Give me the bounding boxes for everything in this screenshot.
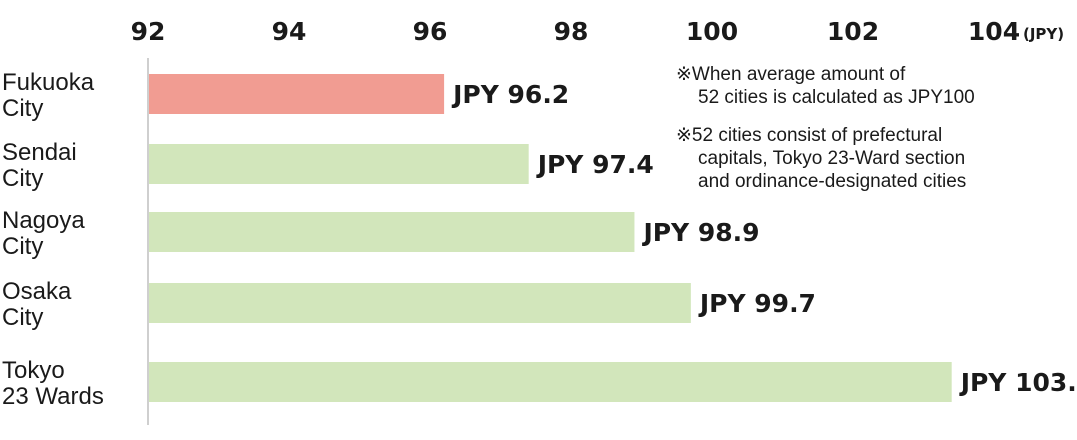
category-label: Tokyo 23 Wards (2, 357, 104, 410)
bar (149, 212, 635, 252)
category-label-line: City (2, 165, 43, 192)
x-tick-label: 94 (272, 17, 307, 46)
data-label: JPY 97.4 (536, 150, 654, 179)
data-label: JPY 99.7 (698, 289, 816, 318)
data-label: JPY 103.4 (959, 368, 1077, 397)
note-line: ※When average amount of (676, 64, 906, 85)
category-label-line: Tokyo (2, 357, 65, 384)
category-label-line: City (2, 233, 43, 260)
data-label: JPY 96.2 (451, 80, 569, 109)
data-label: JPY 98.9 (641, 218, 759, 247)
notes: ※When average amount of 52 cities is calc… (676, 64, 975, 192)
bars (149, 74, 952, 402)
x-tick-label: 96 (413, 17, 448, 46)
x-tick-label: 98 (554, 17, 589, 46)
category-label-line: Osaka (2, 278, 72, 305)
category-label: Fukuoka City (2, 69, 95, 122)
data-labels: JPY 96.2 JPY 97.4 JPY 98.9 JPY 99.7 JPY 103.… (451, 80, 1077, 397)
note: ※52 cities consist of prefectural capital… (676, 125, 966, 192)
x-axis-unit-label: (JPY) (1023, 25, 1064, 43)
category-label-line: Sendai (2, 139, 77, 166)
bar (149, 283, 691, 323)
category-label: Nagoya City (2, 207, 85, 260)
note: ※When average amount of 52 cities is calc… (676, 64, 975, 108)
x-tick-label: 100 (686, 17, 738, 46)
category-label-line: City (2, 304, 43, 331)
category-label: Sendai City (2, 139, 77, 192)
x-axis-ticks: 92 94 96 98 100 102 104 (131, 17, 1020, 46)
category-label-line: City (2, 95, 43, 122)
category-label-line: Fukuoka (2, 69, 95, 96)
x-tick-label: 102 (827, 17, 879, 46)
x-tick-label: 104 (968, 17, 1020, 46)
note-line: capitals, Tokyo 23-Ward section (698, 148, 965, 169)
note-line: 52 cities is calculated as JPY100 (698, 87, 975, 108)
category-label-line: 23 Wards (2, 383, 104, 410)
category-label: Osaka City (2, 278, 72, 331)
bar (149, 74, 445, 114)
note-line: and ordinance-designated cities (698, 171, 966, 192)
bar (149, 362, 952, 402)
x-tick-label: 92 (131, 17, 166, 46)
category-label-line: Nagoya (2, 207, 85, 234)
note-line: ※52 cities consist of prefectural (676, 125, 942, 146)
bar (149, 144, 529, 184)
